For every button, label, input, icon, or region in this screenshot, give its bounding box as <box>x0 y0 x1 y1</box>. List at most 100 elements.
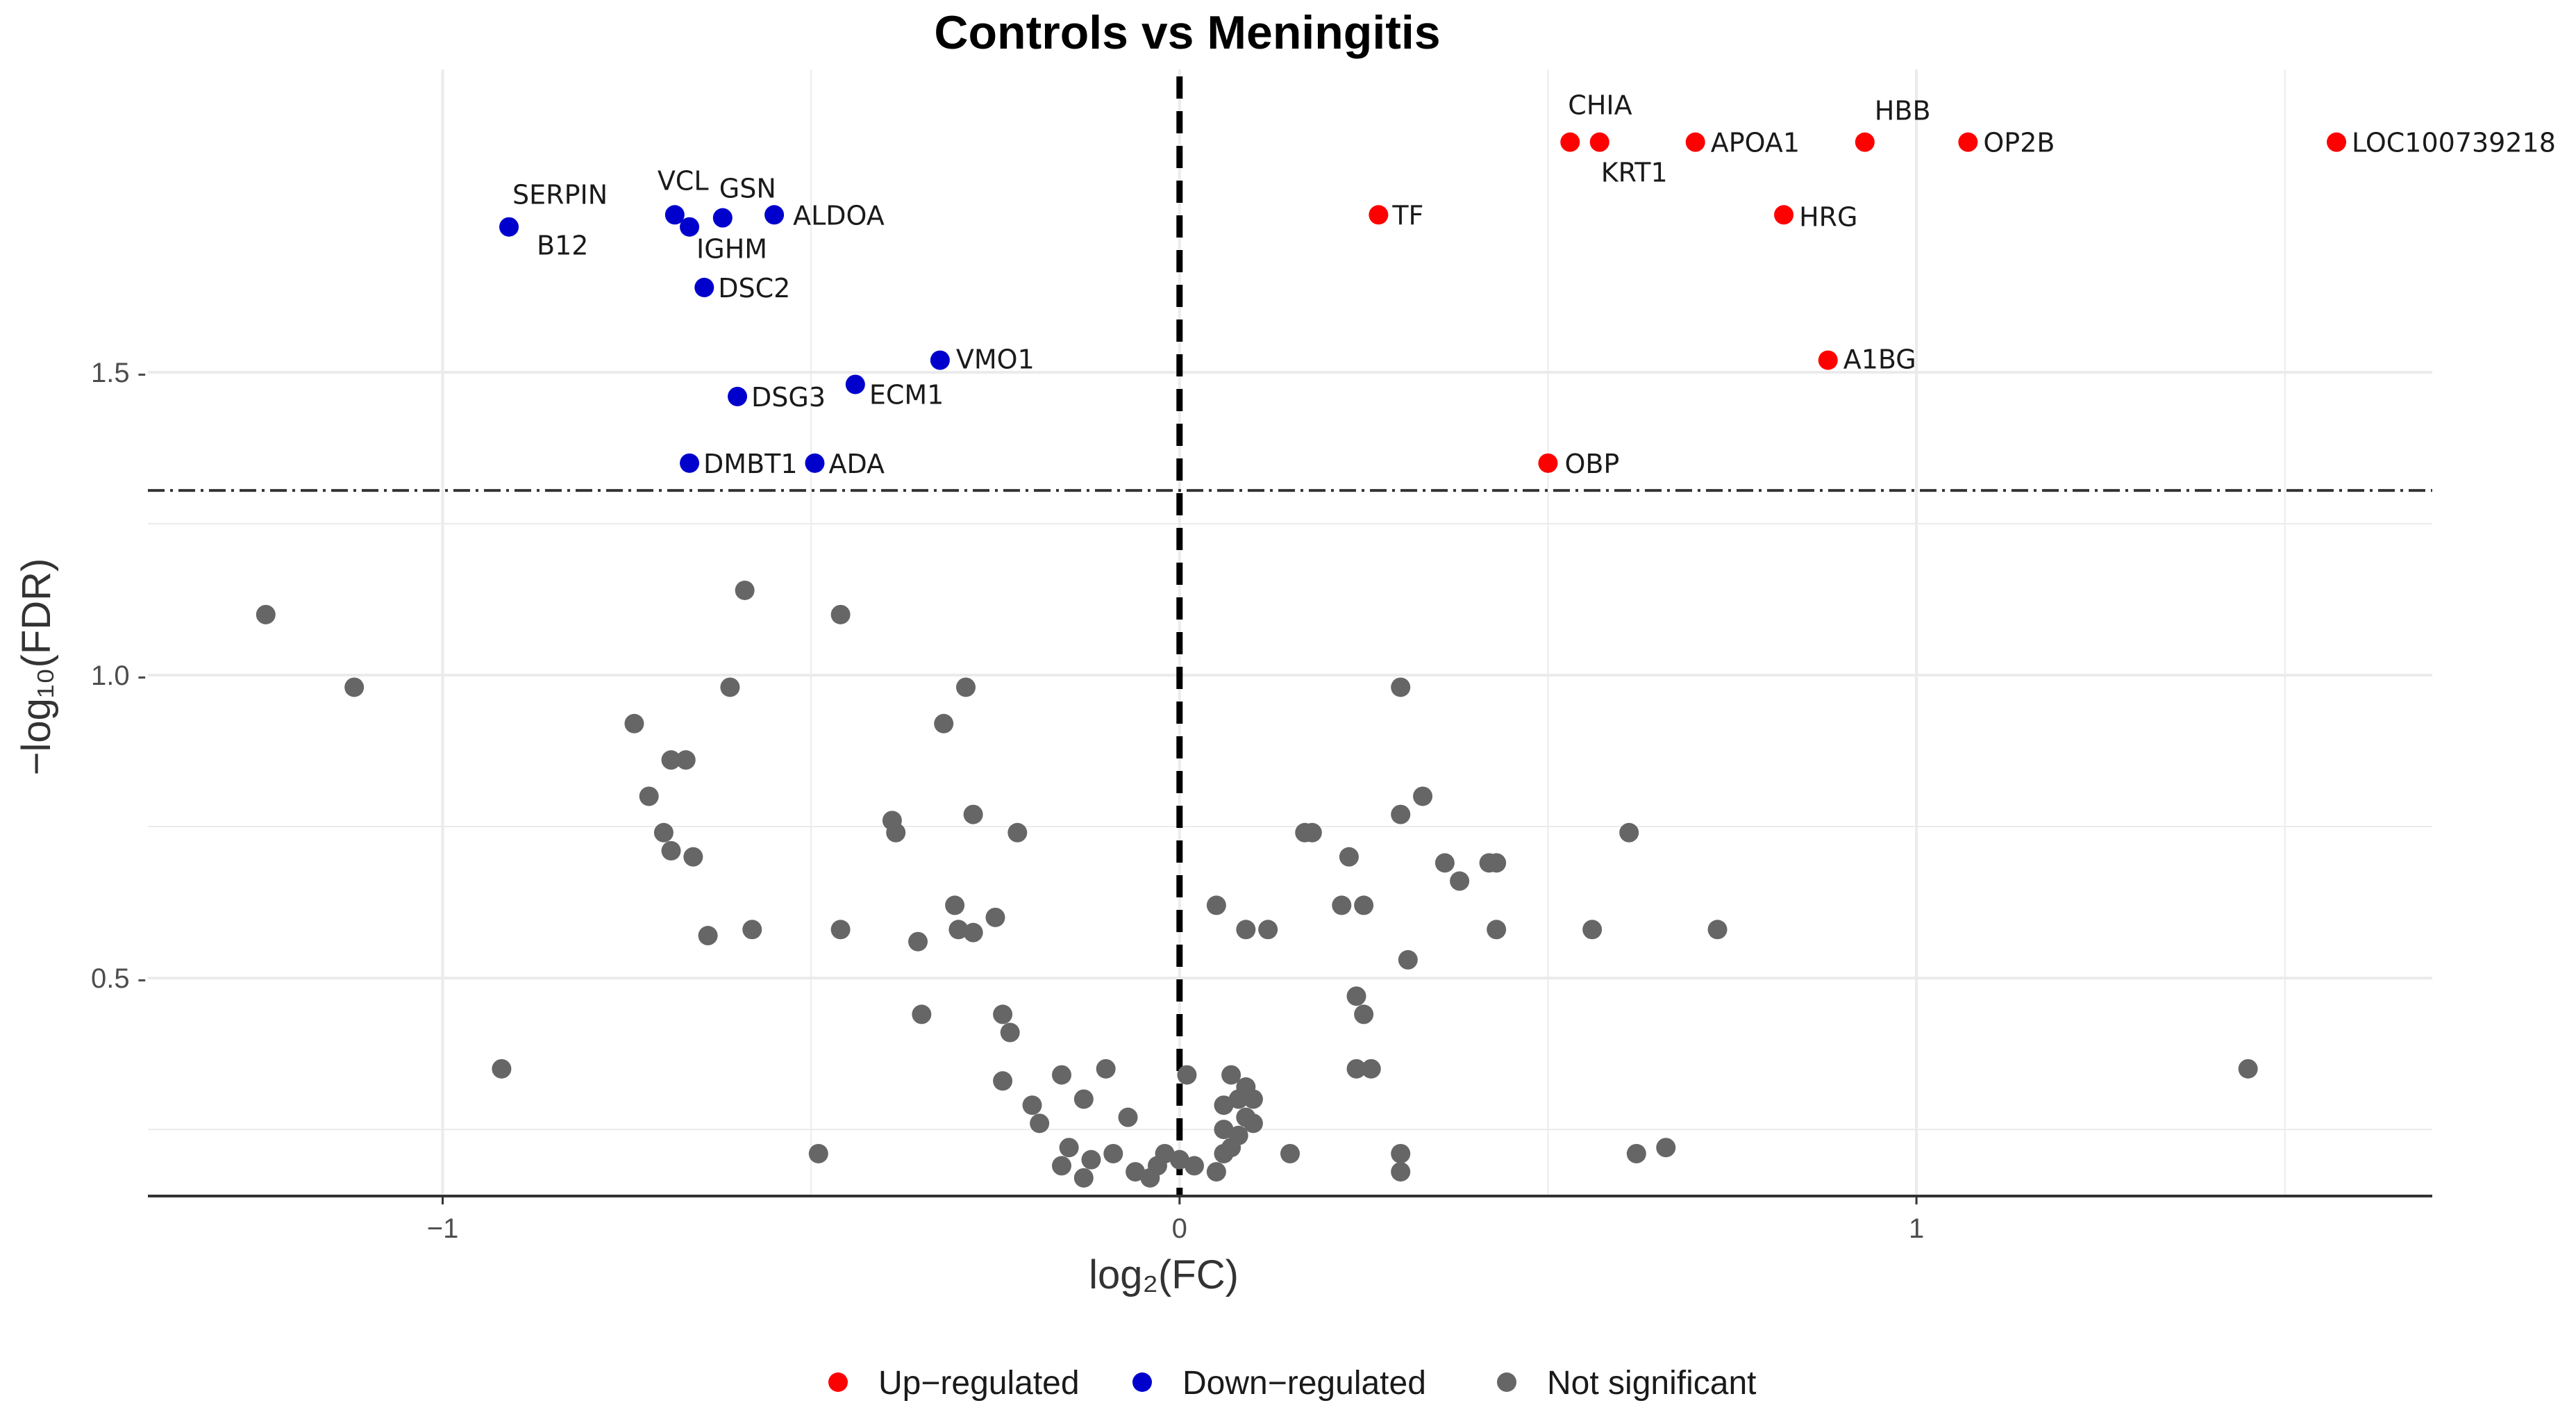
ns-point <box>830 920 851 940</box>
legend-label-down: Down−regulated <box>1182 1365 1426 1402</box>
y-axis-title: −log₁₀(FDR) <box>14 558 59 776</box>
ns-point <box>934 713 954 733</box>
ns-point <box>1435 853 1455 873</box>
gene-label: VCL <box>658 165 709 196</box>
ns-point <box>661 840 681 861</box>
gene-label: IGHM <box>696 234 767 265</box>
gene-label: ADA <box>828 449 885 479</box>
ns-point <box>1185 1156 1205 1176</box>
gene-label: KRT1 <box>1601 158 1668 188</box>
ns-point <box>1103 1143 1123 1163</box>
ns-point <box>1177 1065 1197 1085</box>
down-point <box>728 386 748 406</box>
ns-point <box>1656 1138 1676 1158</box>
ns-point <box>1214 1095 1234 1115</box>
down-point <box>694 277 714 297</box>
ns-point <box>1258 920 1278 940</box>
ns-point <box>742 920 762 940</box>
ns-point <box>735 580 755 600</box>
gene-label: DSC2 <box>718 273 790 304</box>
gene-label: A1BG <box>1843 345 1916 375</box>
ns-point <box>886 822 906 843</box>
ns-point <box>830 604 851 624</box>
down-point <box>805 453 825 473</box>
ns-point <box>1391 1162 1411 1182</box>
ns-point <box>963 804 983 824</box>
ns-point <box>1413 786 1433 806</box>
ns-point <box>1354 895 1374 915</box>
ns-point <box>1022 1095 1042 1115</box>
ns-point <box>1280 1143 1300 1163</box>
ns-point <box>676 750 696 770</box>
x-tick-label: −1 <box>427 1213 459 1244</box>
ns-point <box>1073 1168 1094 1188</box>
ns-point <box>1243 1113 1263 1134</box>
gene-label: OBP <box>1564 449 1619 479</box>
down-point <box>764 205 785 225</box>
down-point <box>499 217 519 237</box>
ns-point <box>1346 986 1366 1006</box>
gene-label: SERPIN <box>512 180 608 210</box>
legend-label-up: Up−regulated <box>878 1365 1080 1402</box>
ns-point <box>1000 1022 1020 1043</box>
gene-label: TF <box>1391 200 1423 231</box>
ns-point <box>985 907 1005 927</box>
ns-point <box>1391 1143 1411 1163</box>
ns-point <box>1206 895 1226 915</box>
data-points <box>256 132 2347 1188</box>
up-point <box>1774 205 1794 225</box>
ns-point <box>256 604 276 624</box>
ns-point <box>945 895 965 915</box>
ns-point <box>720 677 740 697</box>
ns-point <box>1118 1107 1138 1127</box>
x-axis-title: log₂(FC) <box>1089 1252 1239 1297</box>
gene-label: DSG3 <box>751 382 826 413</box>
legend-swatch-ns <box>1497 1372 1516 1392</box>
ns-point <box>1236 920 1256 940</box>
up-point <box>1818 350 1838 370</box>
ns-point <box>956 677 976 697</box>
ns-point <box>908 931 928 952</box>
ns-point <box>1169 1150 1189 1170</box>
gene-label: B12 <box>537 231 588 261</box>
ns-point <box>1487 853 1507 873</box>
y-tick-label: 1.0 - <box>91 661 147 691</box>
up-point <box>1538 453 1558 473</box>
tick-labels: −1 0 1 0.5 - 1.0 - 1.5 - <box>91 358 1924 1244</box>
ns-point <box>1221 1065 1241 1085</box>
ns-point <box>1354 1004 1374 1024</box>
chart-title: Controls vs Meningitis <box>934 6 1440 59</box>
y-tick-label: 1.5 - <box>91 358 147 388</box>
reference-lines <box>148 76 2432 1196</box>
ns-point <box>948 920 969 940</box>
ns-point <box>1052 1156 1071 1176</box>
ns-point <box>1073 1089 1094 1109</box>
ns-point <box>1030 1113 1050 1134</box>
ns-point <box>1626 1143 1646 1163</box>
gene-label: ECM1 <box>869 379 944 410</box>
ns-point <box>808 1143 828 1163</box>
ns-point <box>1155 1143 1175 1163</box>
ns-point <box>1302 822 1322 843</box>
ns-point <box>653 822 674 843</box>
ns-point <box>1361 1059 1381 1079</box>
up-point <box>1685 132 1705 152</box>
gene-label: HBB <box>1875 96 1931 126</box>
gene-label: APOA1 <box>1711 128 1800 158</box>
ns-point <box>683 847 703 867</box>
ns-point <box>963 922 983 943</box>
gene-label: LOC100739218 <box>2352 128 2556 158</box>
gene-label: VMO1 <box>956 345 1035 375</box>
ns-point <box>1081 1150 1101 1170</box>
ns-point <box>1007 822 1028 843</box>
down-point <box>664 205 685 225</box>
ns-point <box>1707 920 1728 940</box>
legend-swatch-up <box>828 1372 848 1392</box>
ns-point <box>1450 871 1470 891</box>
gene-labels: CHIA KRT1 APOA1 HBB OP2B LOC100739218 TF HRG A1B… <box>512 90 2556 479</box>
ns-point <box>1391 677 1411 697</box>
ns-point <box>1126 1162 1146 1182</box>
legend-label-ns: Not significant <box>1547 1365 1756 1402</box>
up-point <box>1589 132 1609 152</box>
